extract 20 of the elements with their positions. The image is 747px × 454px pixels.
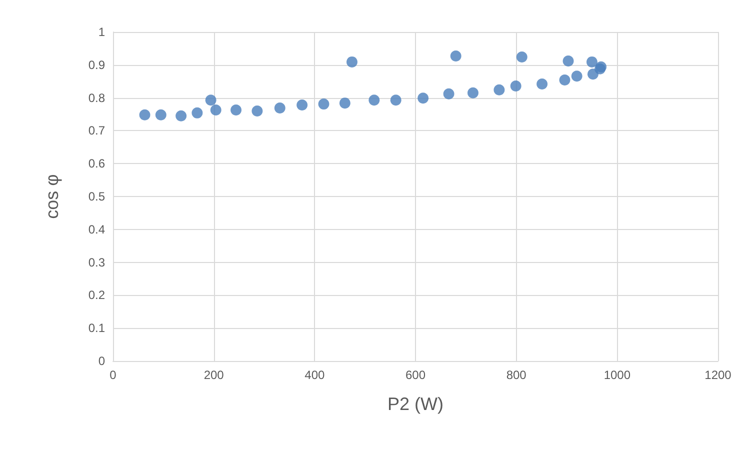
y-axis-title: cos φ — [42, 174, 62, 219]
x-tick-label: 200 — [204, 368, 224, 382]
y-tick-label: 0.6 — [88, 156, 106, 171]
y-tick-label: 0.4 — [88, 222, 106, 236]
x-tick-label: 0 — [110, 368, 117, 382]
x-tick-label: 1000 — [604, 368, 631, 382]
x-tick-label: 800 — [506, 368, 527, 382]
x-axis-title: P2 (W) — [388, 394, 444, 414]
y-tick-label: 0.2 — [88, 288, 106, 302]
x-tick-label: 1200 — [704, 368, 732, 382]
y-tick-label: 0.5 — [88, 190, 106, 204]
y-tick-label: 0.7 — [88, 124, 106, 138]
x-tick-label: 400 — [304, 368, 325, 382]
y-tick-label: 0 — [98, 354, 106, 368]
x-tick-label: 600 — [405, 368, 426, 382]
y-tick-label: 0.3 — [88, 255, 106, 270]
y-tick-label: 0.9 — [88, 58, 106, 72]
y-tick-label: 1 — [98, 25, 106, 39]
y-tick-label: 0.8 — [88, 90, 106, 105]
y-tick-label: 0.1 — [88, 321, 106, 336]
